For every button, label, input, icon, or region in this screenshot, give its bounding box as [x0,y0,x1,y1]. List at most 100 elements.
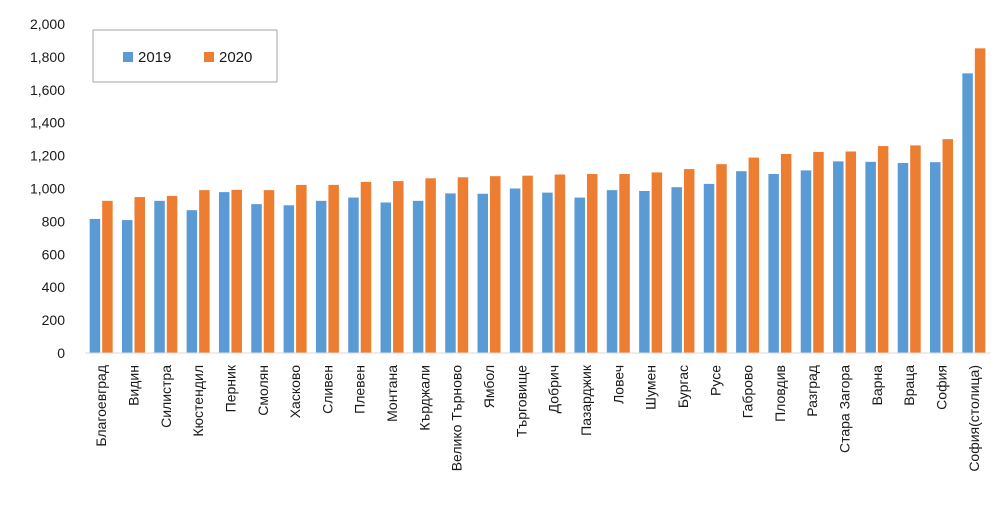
x-tick-label: Силистра [158,365,174,428]
y-tick-label: 2,000 [30,16,65,32]
legend-label-2019: 2019 [138,49,171,66]
legend-label-2020: 2020 [219,49,252,66]
y-tick-label: 0 [57,345,65,361]
bar-2019 [574,197,585,353]
x-tick-label: Шумен [643,365,659,410]
bar-2020 [425,178,436,353]
y-tick-label: 1,000 [30,181,65,197]
x-tick-label: Варна [869,365,885,406]
x-tick-label: Смолян [255,365,271,416]
bar-2019 [833,161,844,353]
x-axis: Благоевград Видин Силистра Кюстендил Перник С… [93,364,982,472]
bar-2020 [651,172,663,353]
bar-2019 [736,171,747,353]
bar-2019 [897,163,909,353]
bar-2019 [315,200,327,353]
x-tick-label: Монтана [384,365,400,422]
bar-2019 [412,200,424,353]
x-tick-label: Добрич [546,365,562,413]
y-axis: 0 200 400 600 800 1,000 1,200 1,400 1,600 1,800 2,… [30,16,65,361]
bar-2020 [554,174,566,353]
x-tick-label: Перник [222,364,238,412]
bar-2019 [703,183,715,353]
bar-2019 [283,205,295,353]
bar-2020 [522,175,533,353]
x-tick-label: Хасково [287,365,303,418]
bar-2019 [865,161,876,353]
bar-2019 [380,202,392,353]
x-tick-label: Ловеч [610,365,626,404]
bars [89,48,986,353]
bar-2020 [586,174,598,353]
bar-2020 [490,176,501,353]
y-tick-label: 800 [42,213,66,229]
x-tick-label: София [934,365,950,410]
x-tick-label: Пазарджик [578,364,594,436]
bar-2020 [231,189,242,353]
bar-2019 [186,210,198,353]
bar-2019 [509,188,521,353]
bar-2020 [910,145,921,353]
bar-2019 [800,170,812,353]
bar-2020 [748,157,760,353]
x-tick-label: Кюстендил [190,365,206,437]
y-tick-label: 200 [42,312,66,328]
x-tick-label: Видин [125,365,141,406]
bar-2020 [619,174,630,353]
bar-2020 [974,48,986,353]
bar-2020 [199,190,210,353]
y-tick-label: 1,200 [30,148,65,164]
bar-2020 [942,139,954,353]
bar-2020 [166,195,178,353]
y-tick-label: 600 [42,246,66,262]
bar-2019 [251,204,262,353]
bar-2020 [813,151,824,353]
bar-2020 [296,184,307,353]
y-tick-label: 1,600 [30,82,65,98]
bar-2019 [218,192,230,353]
bar-2020 [780,153,792,353]
x-tick-label: Ямбол [481,365,497,408]
bar-2020 [328,184,339,353]
x-tick-label: Бургас [675,365,691,408]
legend: 2019 2020 [92,29,278,83]
bar-2020 [102,200,113,353]
bar-2019 [348,197,359,353]
x-tick-label: Разград [804,365,820,417]
bar-2019 [121,220,133,353]
y-tick-label: 1,800 [30,49,65,65]
bar-2019 [606,190,618,353]
legend-swatch-2019 [123,52,133,62]
x-tick-label: Кърджали [416,365,432,431]
bar-2019 [671,187,682,353]
x-tick-label: Търговище [513,365,529,437]
bar-2019 [639,190,650,353]
bar-2020 [457,177,469,353]
bar-2019 [542,192,553,353]
x-tick-label: Пловдив [772,365,788,422]
bar-2020 [134,197,145,353]
x-tick-label: Габрово [740,365,756,418]
bar-2019 [477,193,489,353]
bar-2019 [962,73,973,353]
bar-2019 [930,162,941,353]
x-tick-label: Велико Търново [449,365,465,471]
bar-2019 [768,174,779,353]
bar-2020 [393,181,404,353]
x-tick-label: Стара Загора [837,365,853,453]
bar-2020 [683,169,695,353]
bar-2019 [154,200,165,353]
x-tick-label: Сливен [319,365,335,414]
x-tick-label: Плевен [352,365,368,414]
bar-2019 [89,218,101,353]
x-tick-label: София(столица) [966,365,982,472]
bar-2020 [845,151,857,353]
y-tick-label: 400 [42,279,66,295]
x-tick-label: Благоевград [93,365,109,447]
y-tick-label: 1,400 [30,115,65,131]
legend-swatch-2020 [204,52,214,62]
bar-2020 [360,181,372,353]
bar-2020 [263,190,275,353]
bar-2020 [877,146,889,353]
